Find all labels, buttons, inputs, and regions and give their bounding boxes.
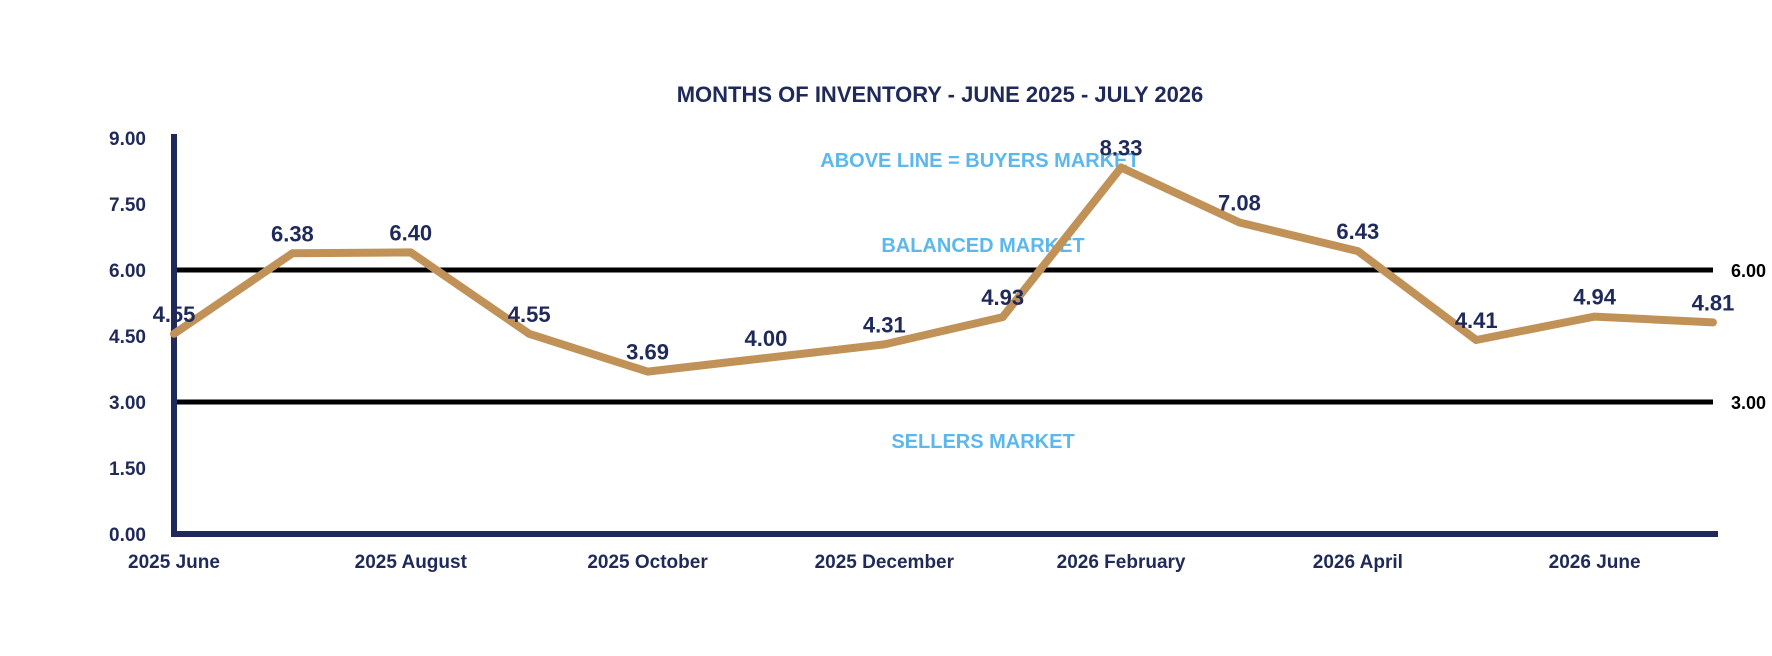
x-axis-ticks: 2025 June 2025 August 2025 October 2025 Dec…	[128, 552, 1641, 573]
data-label: 4.00	[745, 326, 788, 351]
series-line	[170, 163, 1717, 376]
data-label: 6.43	[1336, 219, 1379, 244]
data-label: 4.55	[508, 302, 551, 327]
series-months-of-inventory	[170, 163, 1717, 376]
y-axis-ticks: 0.00 1.50 3.00 4.50 6.00 7.50 9.00	[109, 129, 146, 546]
sellers-market-annotation: SELLERS MARKET	[891, 431, 1074, 453]
y-tick-label: 4.50	[109, 327, 146, 348]
x-tick-label: 2026 April	[1313, 552, 1403, 573]
data-label: 4.93	[981, 285, 1024, 310]
x-tick-label: 2026 June	[1549, 552, 1641, 573]
reference-lines: 6.00 3.00	[174, 261, 1766, 413]
x-tick-label: 2026 February	[1057, 552, 1186, 573]
y-tick-label: 7.50	[109, 195, 146, 216]
data-label: 3.69	[626, 340, 669, 365]
x-tick-label: 2025 June	[128, 552, 220, 573]
data-label: 4.31	[863, 312, 906, 337]
data-label: 4.41	[1455, 308, 1498, 333]
y-tick-label: 3.00	[109, 393, 146, 414]
y-tick-label: 9.00	[109, 129, 146, 150]
chart-title: MONTHS OF INVENTORY - JUNE 2025 - JULY 2…	[677, 82, 1204, 107]
buyers-market-annotation: ABOVE LINE = BUYERS MARKET	[820, 150, 1139, 172]
data-label: 8.33	[1100, 135, 1143, 160]
data-label: 4.55	[153, 302, 196, 327]
reference-line-label: 6.00	[1731, 261, 1766, 281]
y-tick-label: 6.00	[109, 261, 146, 282]
balanced-market-annotation: BALANCED MARKET	[881, 235, 1084, 257]
y-tick-label: 1.50	[109, 459, 146, 480]
reference-line-label: 3.00	[1731, 393, 1766, 413]
y-tick-label: 0.00	[109, 525, 146, 546]
data-label: 4.81	[1692, 290, 1735, 315]
x-tick-label: 2025 December	[815, 552, 955, 573]
data-label: 6.38	[271, 221, 314, 246]
data-label: 4.94	[1573, 285, 1617, 310]
x-tick-label: 2025 August	[355, 552, 468, 573]
data-label: 7.08	[1218, 190, 1261, 215]
data-label: 6.40	[389, 220, 432, 245]
data-labels: 4.55 6.38 6.40 4.55 3.69 4.00 4.31 4.93 8.33 7.08…	[153, 135, 1735, 364]
x-tick-label: 2025 October	[587, 552, 708, 573]
